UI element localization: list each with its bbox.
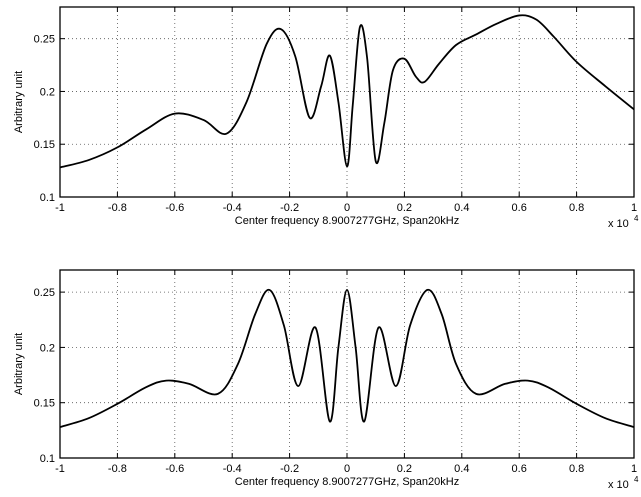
x-multiplier-label: x 10 bbox=[608, 479, 629, 491]
y-tick-label: 0.15 bbox=[34, 139, 55, 151]
chart-bottom: -1 -0.8 -0.6 -0.4 -0.2 0 0.2 0.4 0.6 0.8 1 0.1 0.15 0… bbox=[13, 269, 639, 491]
x-tick-label: -0.4 bbox=[223, 202, 242, 214]
y-tick-label: 0.25 bbox=[34, 287, 55, 299]
x-tick-label: 1 bbox=[631, 202, 637, 214]
x-axis-label: Center frequency 8.9007277GHz, Span20kHz bbox=[235, 215, 459, 227]
x-tick-label: -0.2 bbox=[280, 463, 299, 475]
x-tick-label: -1 bbox=[55, 463, 65, 475]
x-tick-label: 0 bbox=[344, 202, 350, 214]
y-axis-label: Arbitrary unit bbox=[13, 333, 25, 395]
x-tick-label: -0.6 bbox=[165, 463, 184, 475]
y-tick-label: 0.1 bbox=[40, 453, 55, 465]
x-multiplier-exponent: 4 bbox=[634, 475, 639, 484]
x-tick-label: 0.4 bbox=[454, 202, 469, 214]
x-multiplier-exponent: 4 bbox=[634, 214, 639, 223]
y-tick-label: 0.25 bbox=[34, 34, 55, 46]
y-tick-label: 0.2 bbox=[40, 86, 55, 98]
x-tick-label: -0.2 bbox=[280, 202, 299, 214]
series-line bbox=[59, 289, 635, 428]
x-tick-label: 1 bbox=[631, 463, 637, 475]
y-tick-label: 0.15 bbox=[34, 398, 55, 410]
x-tick-label: 0.6 bbox=[512, 202, 527, 214]
x-tick-label: 0.2 bbox=[397, 202, 412, 214]
x-tick-label: -0.8 bbox=[108, 202, 127, 214]
x-tick-label: -0.4 bbox=[223, 463, 242, 475]
x-tick-label: 0.8 bbox=[569, 463, 584, 475]
x-tick-label: 0 bbox=[344, 463, 350, 475]
y-tick-label: 0.1 bbox=[40, 192, 55, 204]
chart-top: -1 -0.8 -0.6 -0.4 -0.2 0 0.2 0.4 0.6 0.8 1 0.1 0.15 0… bbox=[13, 6, 639, 230]
y-axis-label: Arbitrary unit bbox=[13, 71, 25, 133]
x-tick-label: -1 bbox=[55, 202, 65, 214]
x-tick-label: 0.8 bbox=[569, 202, 584, 214]
x-axis-label: Center frequency 8.9007277GHz, Span20kHz bbox=[235, 476, 459, 488]
y-tick-label: 0.2 bbox=[40, 342, 55, 354]
x-tick-label: 0.2 bbox=[397, 463, 412, 475]
x-tick-label: -0.8 bbox=[108, 463, 127, 475]
series-line bbox=[59, 14, 635, 169]
x-tick-label: 0.4 bbox=[454, 463, 469, 475]
x-tick-label: -0.6 bbox=[165, 202, 184, 214]
x-multiplier-label: x 10 bbox=[608, 218, 629, 230]
x-tick-label: 0.6 bbox=[512, 463, 527, 475]
